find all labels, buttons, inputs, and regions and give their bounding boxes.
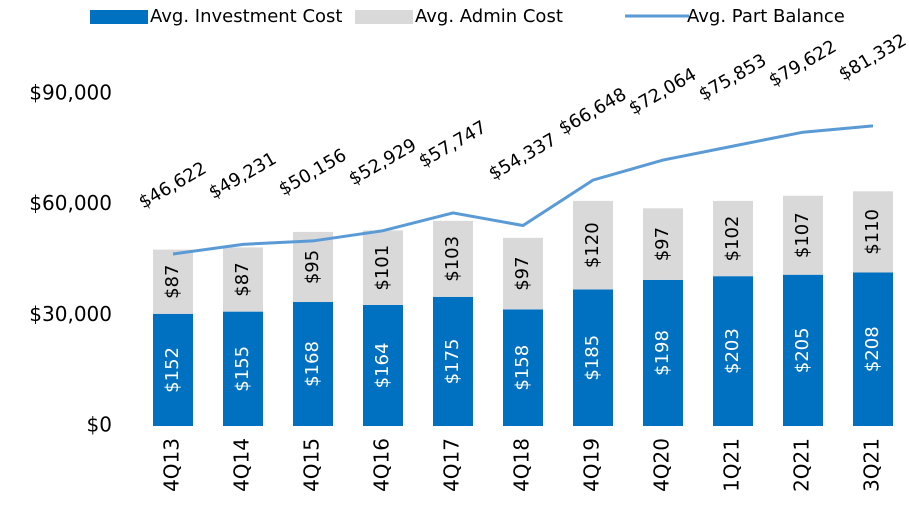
x-tick-label: 4Q18: [510, 438, 534, 492]
bar-segment: [293, 302, 333, 426]
bar-segment: [153, 313, 193, 426]
data-label: $54,337: [485, 129, 560, 184]
data-label: $168: [302, 341, 323, 387]
data-label: $97: [652, 227, 673, 261]
data-label: $79,622: [765, 36, 840, 91]
data-label: $101: [372, 245, 393, 291]
bar-segment: [363, 230, 403, 305]
data-label: $198: [652, 330, 673, 376]
y-tick-label: $0: [87, 413, 112, 437]
bar-segment: [643, 279, 683, 426]
data-label: $158: [512, 345, 533, 391]
legend-label: Avg. Investment Cost: [150, 6, 342, 27]
bar-segment: [573, 200, 613, 290]
data-label: $155: [232, 346, 253, 392]
bar-segment: [433, 296, 473, 426]
data-label: $57,747: [415, 117, 490, 172]
bar-segment: [853, 191, 893, 273]
y-tick-label: $60,000: [29, 191, 112, 215]
x-tick-label: 2Q21: [790, 438, 814, 492]
bar-segment: [853, 272, 893, 426]
bar-segment: [293, 231, 333, 303]
data-label: $203: [722, 328, 743, 374]
x-tick-label: 4Q20: [650, 438, 674, 492]
legend-swatch: [90, 10, 148, 24]
data-label: $52,929: [345, 135, 420, 190]
bar-segment: [363, 304, 403, 426]
x-tick-label: 4Q15: [300, 438, 324, 492]
data-label: $110: [862, 209, 883, 255]
data-label: $87: [162, 265, 183, 299]
data-label: $205: [792, 327, 813, 373]
data-label: $164: [372, 343, 393, 389]
data-label: $87: [232, 262, 253, 296]
data-label: $50,156: [275, 145, 350, 200]
data-label: $95: [302, 250, 323, 284]
bar-segment: [643, 208, 683, 280]
x-tick-label: 4Q17: [440, 438, 464, 492]
data-label: $175: [442, 339, 463, 385]
legend-label: Avg. Part Balance: [687, 6, 845, 27]
bar-segment: [153, 249, 193, 314]
data-label: $120: [582, 222, 603, 268]
bar-segment: [783, 195, 823, 275]
x-tick-label: 4Q19: [580, 438, 604, 492]
data-label: $97: [512, 256, 533, 290]
data-label: $81,332: [835, 30, 909, 85]
x-tick-label: 1Q21: [720, 438, 744, 492]
data-label: $72,064: [625, 64, 700, 119]
data-label: $107: [792, 212, 813, 258]
legend-label: Avg. Admin Cost: [415, 6, 563, 27]
bar-segment: [223, 311, 263, 426]
x-tick-label: 4Q14: [230, 438, 254, 492]
bar-segment: [713, 276, 753, 426]
data-label: $46,622: [135, 158, 210, 213]
data-label: $49,231: [205, 148, 280, 203]
legend-swatch: [355, 10, 413, 24]
y-tick-label: $90,000: [29, 80, 112, 104]
x-tick-label: 4Q16: [370, 438, 394, 492]
bar-segment: [433, 220, 473, 297]
x-tick-label: 3Q21: [860, 438, 884, 492]
data-label: $66,648: [555, 84, 630, 139]
bar-segment: [503, 237, 543, 310]
bar-segment: [783, 274, 823, 426]
y-tick-label: $30,000: [29, 302, 112, 326]
data-label: $75,853: [695, 50, 770, 105]
data-label: $152: [162, 347, 183, 393]
data-label: $208: [862, 326, 883, 372]
data-label: $102: [722, 216, 743, 262]
bar-segment: [223, 247, 263, 312]
x-tick-label: 4Q13: [160, 438, 184, 492]
bar-segment: [573, 289, 613, 426]
data-label: $185: [582, 335, 603, 381]
data-label: $103: [442, 236, 463, 282]
line: [172, 124, 874, 256]
bar-segment: [503, 309, 543, 426]
bar-segment: [713, 200, 753, 277]
